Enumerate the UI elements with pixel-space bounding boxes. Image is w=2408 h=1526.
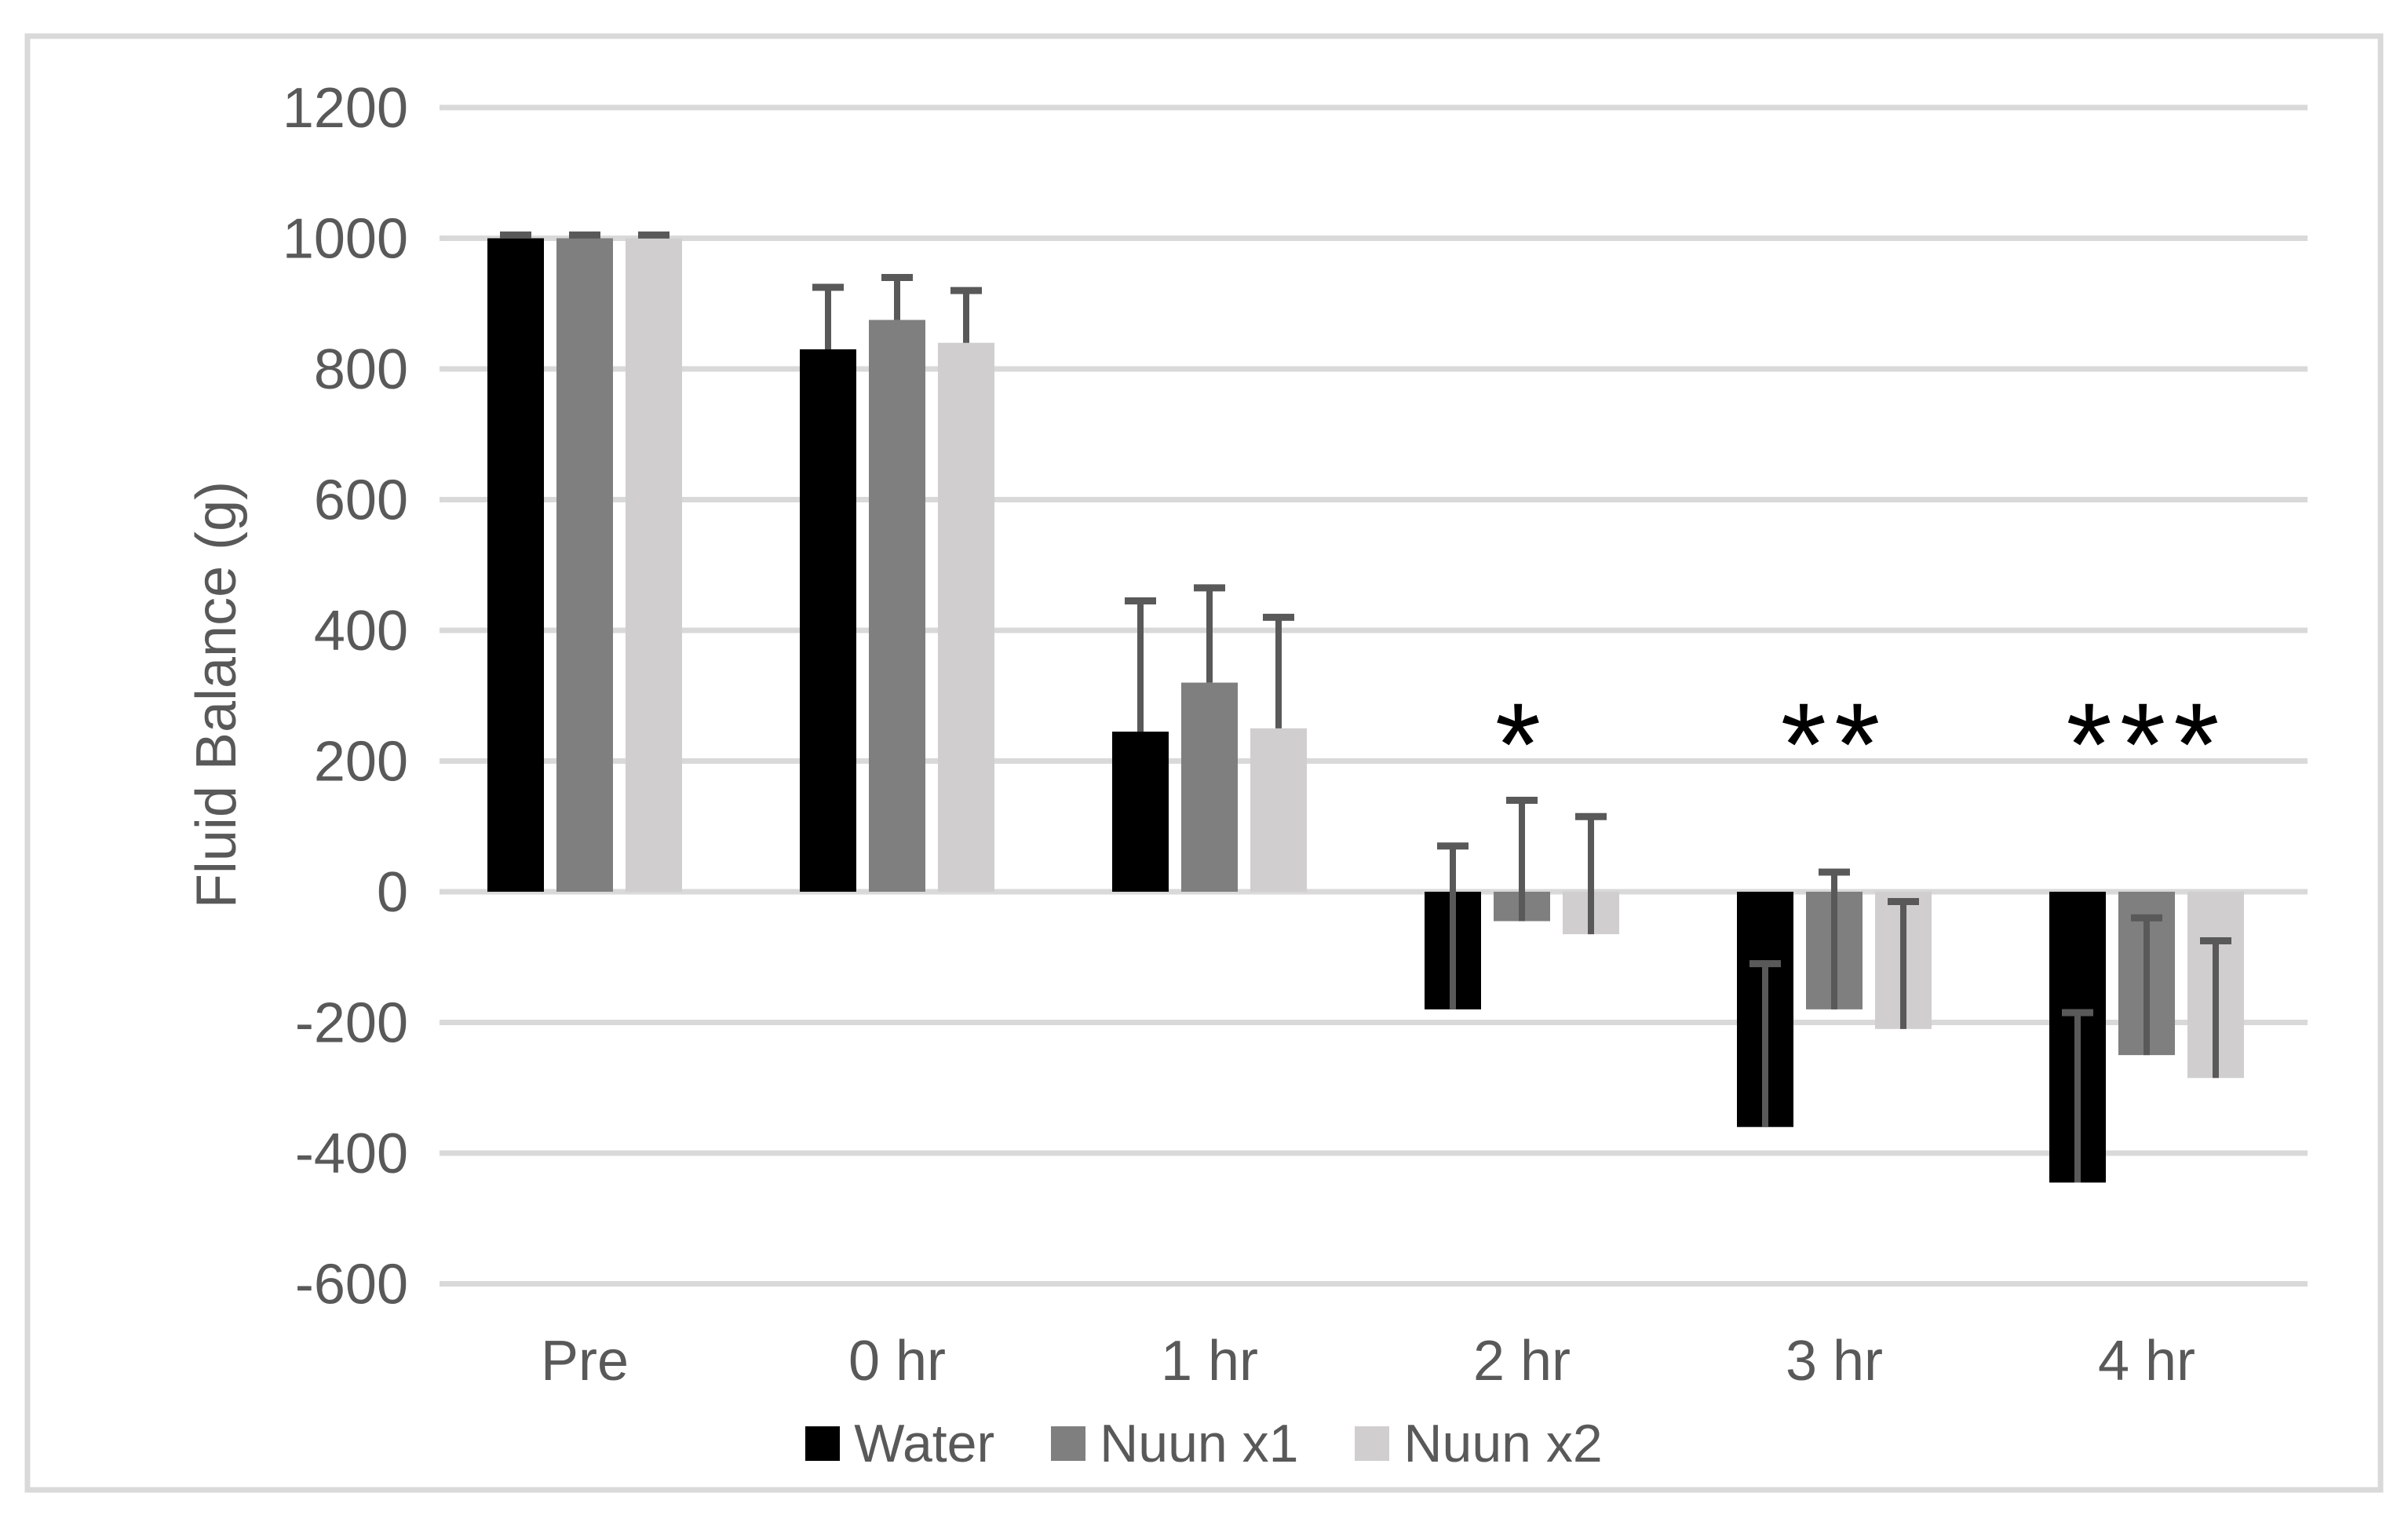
bar-nuun-x1 xyxy=(869,319,925,892)
bar-nuun-x1 xyxy=(1181,682,1238,892)
x-tick-label: Pre xyxy=(541,1330,629,1393)
y-tick-label: 1000 xyxy=(283,208,408,271)
x-axis-category-labels: Pre 0 hr 1 hr 2 hr 3 hr 4 hr xyxy=(541,1330,2195,1393)
significance-marker: * xyxy=(1495,678,1549,810)
y-tick-label: -200 xyxy=(295,992,408,1055)
y-tick-label: -600 xyxy=(295,1254,408,1316)
legend-label-nuun-x2: Nuun x2 xyxy=(1403,1414,1603,1473)
chart-legend: Water Nuun x1 Nuun x2 xyxy=(0,1410,2408,1477)
y-tick-label: 0 xyxy=(377,861,408,924)
legend-swatch-water xyxy=(805,1426,841,1461)
bar-water xyxy=(487,238,544,892)
y-axis-title: Fluid Balance (g) xyxy=(185,481,248,908)
y-tick-label: 200 xyxy=(314,731,408,794)
legend-label-nuun-x1: Nuun x1 xyxy=(1100,1414,1299,1473)
x-tick-label: 4 hr xyxy=(2098,1330,2195,1393)
y-tick-label: 800 xyxy=(314,338,408,401)
x-tick-label: 3 hr xyxy=(1786,1330,1883,1393)
gridlines xyxy=(440,104,2308,1287)
bar-series xyxy=(487,238,2244,1183)
x-tick-label: 2 hr xyxy=(1473,1330,1571,1393)
legend-item-nuun-x2: Nuun x2 xyxy=(1355,1414,1603,1473)
x-tick-label: 0 hr xyxy=(848,1330,946,1393)
bar-water xyxy=(800,349,856,892)
significance-annotations: * ** *** xyxy=(1495,678,2227,810)
y-tick-label: 600 xyxy=(314,469,408,532)
bar-nuun-x2 xyxy=(938,342,994,892)
error-bars xyxy=(500,231,2231,1183)
legend-item-nuun-x1: Nuun x1 xyxy=(1051,1417,1298,1470)
legend-swatch-nuun-x1 xyxy=(1051,1426,1086,1461)
chart-frame-border xyxy=(24,33,2384,1493)
bar-nuun-x2 xyxy=(626,238,682,892)
y-tick-label: 1200 xyxy=(283,77,408,140)
y-axis-tick-labels: -600 -400 -200 0 200 400 600 800 1000 1200 xyxy=(283,77,408,1316)
bar-water xyxy=(1112,732,1169,892)
bar-nuun-x1 xyxy=(556,238,613,892)
legend-swatch-nuun-x2 xyxy=(1355,1426,1390,1461)
significance-marker: ** xyxy=(1781,678,1888,810)
x-tick-label: 1 hr xyxy=(1161,1330,1258,1393)
legend-item-water: Water xyxy=(805,1417,994,1470)
bar-nuun-x2 xyxy=(1250,728,1307,892)
y-tick-label: -400 xyxy=(295,1123,408,1185)
legend-label-water: Water xyxy=(854,1414,995,1473)
y-tick-label: 400 xyxy=(314,600,408,663)
significance-marker: *** xyxy=(2066,678,2227,810)
